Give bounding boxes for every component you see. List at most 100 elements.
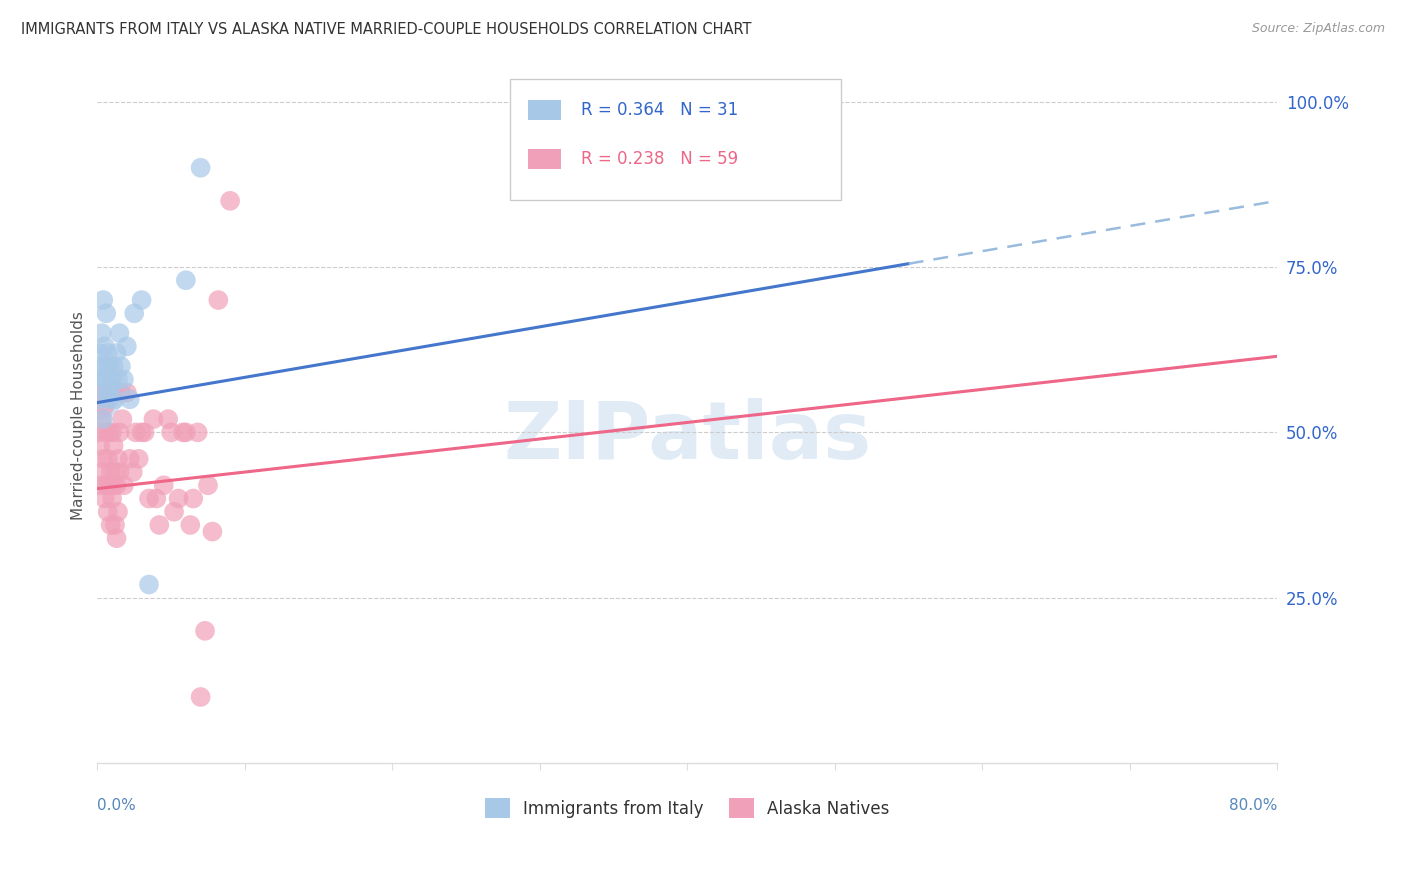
Point bbox=[105, 531, 128, 545]
Point bbox=[160, 425, 183, 440]
Point bbox=[115, 385, 138, 400]
Point bbox=[101, 491, 124, 506]
Point bbox=[98, 425, 121, 440]
Point bbox=[108, 465, 131, 479]
Text: 0.0%: 0.0% bbox=[97, 797, 136, 813]
Point bbox=[110, 359, 132, 374]
Point bbox=[194, 624, 217, 638]
Point bbox=[98, 359, 121, 374]
Point bbox=[98, 392, 121, 407]
Point bbox=[89, 392, 111, 407]
Point bbox=[111, 412, 134, 426]
Point bbox=[98, 478, 121, 492]
Text: 80.0%: 80.0% bbox=[1229, 797, 1278, 813]
Point bbox=[107, 451, 129, 466]
Point bbox=[108, 425, 131, 440]
Point bbox=[91, 451, 114, 466]
Point bbox=[201, 524, 224, 539]
Point bbox=[187, 425, 209, 440]
Point bbox=[97, 505, 120, 519]
Point bbox=[190, 161, 212, 175]
Point bbox=[121, 465, 143, 479]
Point bbox=[167, 491, 190, 506]
Point bbox=[101, 425, 124, 440]
Point bbox=[87, 425, 110, 440]
Point bbox=[131, 293, 153, 307]
Bar bbox=[529, 149, 561, 169]
Point bbox=[105, 346, 128, 360]
Point bbox=[87, 389, 110, 403]
Point bbox=[145, 491, 167, 506]
FancyBboxPatch shape bbox=[510, 78, 841, 201]
Point bbox=[103, 478, 125, 492]
Point bbox=[91, 293, 114, 307]
Point bbox=[87, 346, 110, 360]
Point bbox=[93, 399, 115, 413]
Point bbox=[96, 425, 118, 440]
Point bbox=[96, 306, 118, 320]
Point bbox=[93, 491, 115, 506]
Point bbox=[110, 385, 132, 400]
Text: IMMIGRANTS FROM ITALY VS ALASKA NATIVE MARRIED-COUPLE HOUSEHOLDS CORRELATION CHA: IMMIGRANTS FROM ITALY VS ALASKA NATIVE M… bbox=[21, 22, 752, 37]
Point bbox=[122, 306, 145, 320]
Point bbox=[91, 412, 114, 426]
Text: ZIPatlas: ZIPatlas bbox=[503, 398, 872, 475]
Point bbox=[97, 385, 120, 400]
Point bbox=[103, 359, 125, 374]
Point bbox=[128, 451, 150, 466]
Point bbox=[172, 425, 194, 440]
Point bbox=[96, 478, 118, 492]
Point bbox=[134, 425, 156, 440]
Text: R = 0.364   N = 31: R = 0.364 N = 31 bbox=[581, 101, 738, 120]
Point bbox=[179, 518, 201, 533]
Point bbox=[104, 465, 127, 479]
Point bbox=[108, 326, 131, 340]
Point bbox=[112, 478, 135, 492]
Point bbox=[138, 577, 160, 591]
Point bbox=[181, 491, 204, 506]
Point bbox=[148, 518, 170, 533]
Y-axis label: Married-couple Households: Married-couple Households bbox=[72, 311, 86, 520]
Text: R = 0.238   N = 59: R = 0.238 N = 59 bbox=[581, 150, 738, 168]
Point bbox=[96, 359, 118, 374]
Point bbox=[104, 518, 127, 533]
Point bbox=[207, 293, 229, 307]
Point bbox=[89, 478, 111, 492]
Point bbox=[174, 273, 197, 287]
Point bbox=[90, 465, 112, 479]
Point bbox=[97, 346, 120, 360]
Point bbox=[101, 372, 124, 386]
Point bbox=[118, 392, 141, 407]
Point bbox=[219, 194, 242, 208]
Point bbox=[93, 372, 115, 386]
Legend: Immigrants from Italy, Alaska Natives: Immigrants from Italy, Alaska Natives bbox=[478, 792, 897, 824]
Point bbox=[142, 412, 165, 426]
Point bbox=[125, 425, 148, 440]
Point bbox=[152, 478, 174, 492]
Point bbox=[90, 372, 112, 386]
Point bbox=[100, 379, 122, 393]
Point bbox=[89, 439, 111, 453]
Point bbox=[97, 451, 120, 466]
Point bbox=[138, 491, 160, 506]
Point bbox=[112, 372, 135, 386]
Point bbox=[107, 505, 129, 519]
Point bbox=[104, 392, 127, 407]
Point bbox=[157, 412, 180, 426]
Point bbox=[90, 412, 112, 426]
Point bbox=[174, 425, 197, 440]
Point bbox=[118, 451, 141, 466]
Point bbox=[115, 339, 138, 353]
Point bbox=[103, 439, 125, 453]
Bar bbox=[529, 101, 561, 120]
Point bbox=[197, 478, 219, 492]
Point bbox=[163, 505, 186, 519]
Point bbox=[89, 359, 111, 374]
Point bbox=[105, 478, 128, 492]
Point bbox=[107, 372, 129, 386]
Point bbox=[100, 465, 122, 479]
Point bbox=[90, 326, 112, 340]
Point bbox=[93, 339, 115, 353]
Point bbox=[131, 425, 153, 440]
Point bbox=[91, 385, 114, 400]
